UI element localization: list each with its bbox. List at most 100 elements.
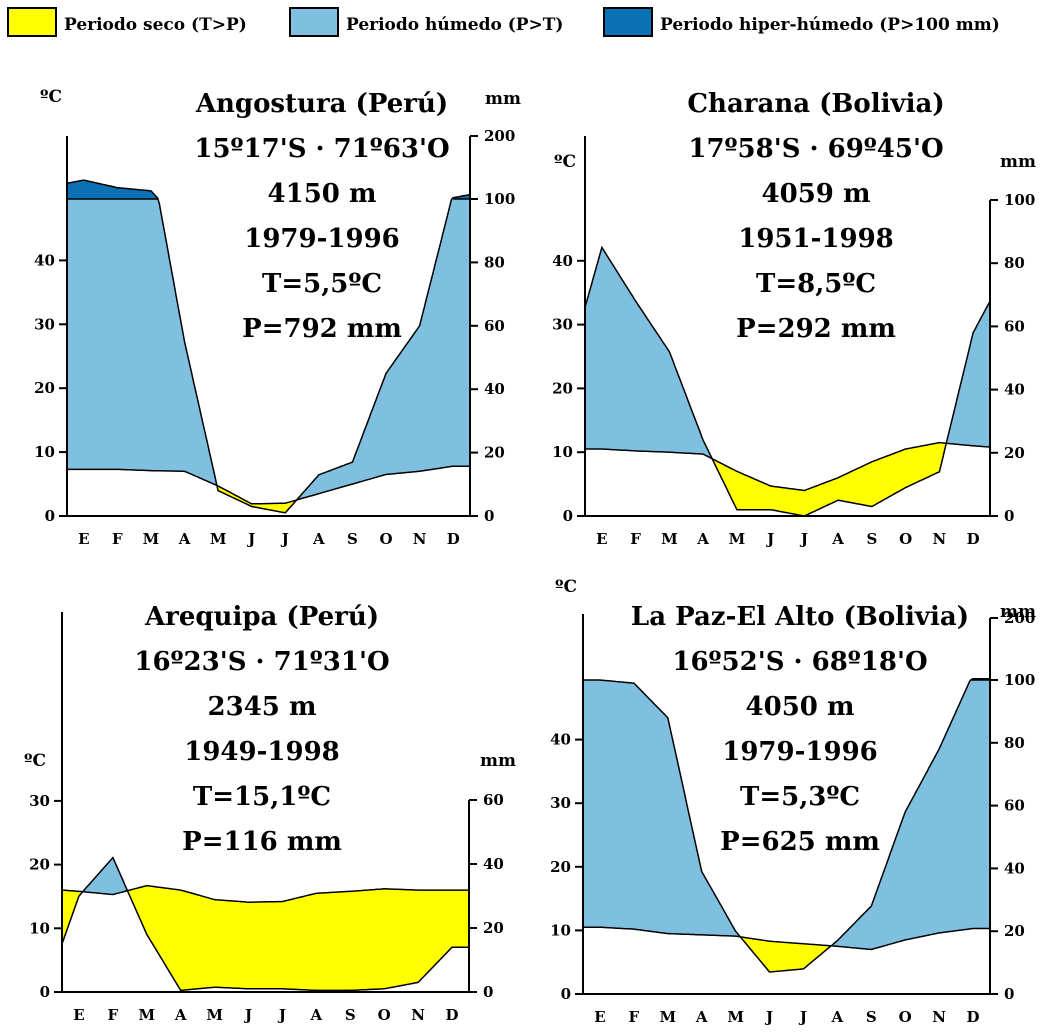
left-tick-label: 10 xyxy=(550,921,571,939)
left-tick-label: 10 xyxy=(29,919,50,937)
station-altitude: 4150 m xyxy=(268,179,377,209)
left-tick-label: 20 xyxy=(29,856,50,874)
axes: 0 10 20 30 0 20 40 60 E F M A M J J A S O N D xyxy=(29,612,504,1024)
month-label: J xyxy=(765,530,774,548)
station-name: Arequipa (Perú) xyxy=(144,602,379,632)
temperature-line xyxy=(67,465,470,505)
month-label: M xyxy=(659,1008,676,1026)
month-label: D xyxy=(967,530,980,548)
left-axis-unit: ºC xyxy=(555,577,577,597)
legend: Periodo seco (T>P) Periodo húmedo (P>T) … xyxy=(7,7,1000,37)
total-precipitation: P=625 mm xyxy=(720,827,880,857)
precipitation-line xyxy=(583,678,990,973)
right-tick-label: 80 xyxy=(1004,734,1025,752)
mean-temperature: T=5,5ºC xyxy=(262,269,382,299)
month-label: S xyxy=(866,530,877,548)
month-label: S xyxy=(866,1008,877,1026)
left-axis-unit: ºC xyxy=(554,152,576,172)
month-label: D xyxy=(967,1008,980,1026)
month-label: O xyxy=(899,1008,912,1026)
hyperhumid-area xyxy=(67,180,158,199)
legend-label-dry: Periodo seco (T>P) xyxy=(64,15,247,35)
right-tick-label: 0 xyxy=(483,983,493,1001)
left-tick-label: 0 xyxy=(561,985,571,1003)
month-label: E xyxy=(596,530,607,548)
temperature-line xyxy=(62,884,469,903)
right-tick-label: 80 xyxy=(1004,254,1025,272)
month-label: D xyxy=(446,1006,459,1024)
right-tick-label: 40 xyxy=(1004,859,1025,877)
month-label: J xyxy=(246,530,255,548)
right-tick-label: 20 xyxy=(1004,922,1025,940)
left-tick-label: 40 xyxy=(552,252,573,270)
temperature-line xyxy=(583,926,990,951)
humid-area xyxy=(585,247,714,460)
humid-area xyxy=(297,199,470,500)
precipitation-line xyxy=(66,179,471,514)
precipitation-line xyxy=(584,245,991,517)
left-tick-label: 30 xyxy=(552,316,573,334)
right-axis-unit: mm xyxy=(480,751,516,771)
month-label: F xyxy=(630,530,641,548)
legend-swatch-humid xyxy=(289,7,339,37)
right-axis-unit: mm xyxy=(485,89,521,109)
right-tick-label: 200 xyxy=(484,127,515,145)
station-altitude: 2345 m xyxy=(208,692,317,722)
month-label: J xyxy=(280,530,289,548)
month-label: A xyxy=(174,1006,187,1024)
left-tick-label: 10 xyxy=(34,443,55,461)
right-tick-label: 0 xyxy=(484,507,494,525)
left-tick-label: 0 xyxy=(563,507,573,525)
left-axis-unit: ºC xyxy=(40,87,62,107)
month-label: J xyxy=(243,1006,252,1024)
month-label: A xyxy=(178,530,191,548)
right-tick-label: 20 xyxy=(483,919,504,937)
right-tick-label: 200 xyxy=(1004,609,1035,627)
total-precipitation: P=116 mm xyxy=(182,827,342,857)
month-label: D xyxy=(447,530,460,548)
month-label: A xyxy=(696,530,709,548)
right-tick-label: 100 xyxy=(484,190,515,208)
station-name: Charana (Bolivia) xyxy=(687,89,944,119)
month-label: A xyxy=(310,1006,323,1024)
month-label: M xyxy=(210,530,227,548)
month-label: O xyxy=(380,530,393,548)
legend-swatch-dry xyxy=(7,7,57,37)
station-coords: 16º52'S · 68º18'O xyxy=(672,647,927,677)
dry-area xyxy=(128,885,469,991)
total-precipitation: P=792 mm xyxy=(242,314,402,344)
mean-temperature: T=5,3ºC xyxy=(740,782,860,812)
month-label: M xyxy=(727,1008,744,1026)
station-period: 1979-1996 xyxy=(722,737,878,767)
left-tick-label: 30 xyxy=(34,315,55,333)
chart-la-paz-el-alto: 0 10 20 30 40 0 20 40 60 80 100 200 E F M A M J J A S O N D La … xyxy=(550,577,1036,1026)
dry-area xyxy=(218,486,297,513)
month-label: N xyxy=(933,530,947,548)
left-tick-label: 10 xyxy=(552,443,573,461)
temperature-line xyxy=(585,441,991,492)
humid-area xyxy=(84,857,129,895)
month-label: M xyxy=(661,530,678,548)
month-label: M xyxy=(206,1006,223,1024)
right-tick-label: 40 xyxy=(483,855,504,873)
right-tick-label: 40 xyxy=(1004,381,1025,399)
legend-swatch-hyperhumid xyxy=(603,7,653,37)
month-label: N xyxy=(413,530,427,548)
total-precipitation: P=292 mm xyxy=(736,314,896,344)
right-tick-label: 100 xyxy=(1004,671,1035,689)
plot-area xyxy=(584,245,991,517)
month-label: J xyxy=(798,1008,807,1026)
month-label: F xyxy=(108,1006,119,1024)
month-label: N xyxy=(932,1008,946,1026)
month-label: J xyxy=(799,530,808,548)
station-altitude: 4050 m xyxy=(746,692,855,722)
station-name: La Paz-El Alto (Bolivia) xyxy=(631,602,969,632)
month-label: M xyxy=(138,1006,155,1024)
station-name: Angostura (Perú) xyxy=(195,89,448,119)
month-label: S xyxy=(345,1006,356,1024)
